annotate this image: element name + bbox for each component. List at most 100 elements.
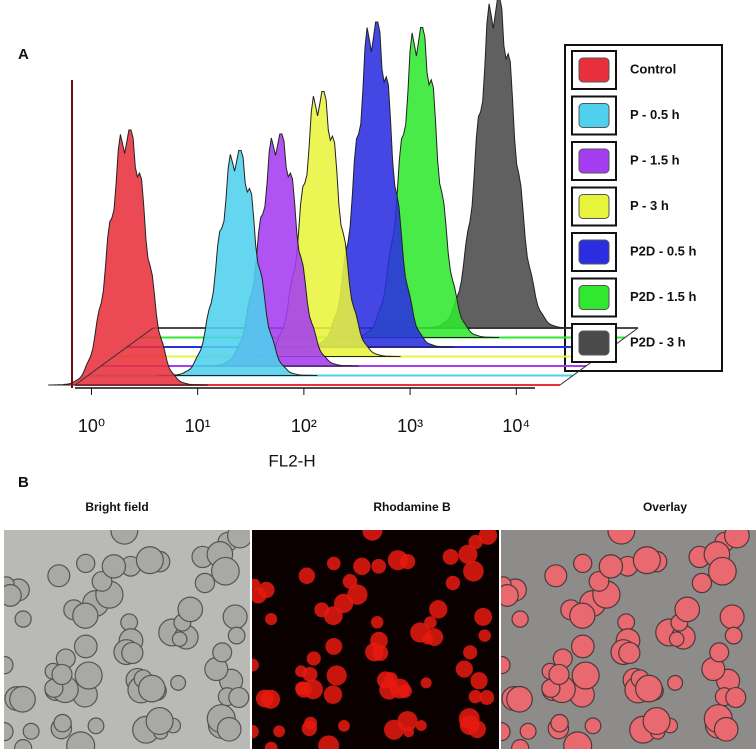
cell: [265, 613, 278, 626]
cell: [501, 722, 511, 742]
cell: [325, 637, 343, 655]
cell: [145, 706, 174, 736]
cell: [53, 713, 72, 733]
cell: [342, 574, 358, 589]
cell: [177, 596, 204, 623]
cell: [22, 722, 40, 740]
cell: [323, 685, 343, 704]
cell: [463, 645, 478, 660]
cell: [302, 666, 318, 682]
cell: [14, 610, 32, 628]
cell: [501, 584, 519, 607]
cell: [347, 584, 368, 605]
cell: [76, 553, 96, 574]
cell: [468, 689, 483, 704]
cell: [222, 604, 248, 630]
legend-swatch: [578, 330, 610, 356]
image-title: Overlay: [643, 500, 687, 514]
cell: [137, 674, 166, 703]
cell: [455, 660, 473, 678]
legend-label: Control: [630, 61, 676, 76]
image-title: Rhodamine B: [373, 500, 451, 514]
cell: [573, 553, 593, 574]
cell: [303, 679, 323, 700]
cell: [478, 530, 498, 545]
micrographs: [4, 530, 756, 749]
cell: [4, 584, 22, 607]
cell: [569, 602, 596, 629]
cell: [470, 672, 488, 690]
cell: [323, 606, 343, 626]
legend-swatch: [578, 148, 610, 174]
legend-label: P - 1.5 h: [630, 152, 680, 167]
cell: [216, 716, 242, 742]
cell: [422, 633, 434, 645]
cell: [632, 546, 661, 575]
cell: [14, 739, 33, 749]
cell: [725, 686, 747, 709]
cell: [264, 741, 278, 749]
cell: [511, 610, 529, 628]
cell: [194, 572, 216, 594]
x-tick-label: 10⁴: [502, 416, 530, 436]
cell: [463, 560, 484, 582]
cell: [252, 658, 259, 672]
cell: [571, 661, 600, 690]
cell: [273, 725, 286, 738]
cell: [617, 613, 636, 632]
legend-swatch: [578, 57, 610, 83]
cell: [667, 674, 684, 691]
cell: [584, 717, 602, 735]
cell: [415, 720, 427, 732]
cell: [506, 685, 533, 713]
x-tick-label: 10³: [397, 416, 423, 436]
legend-label: P - 3 h: [630, 198, 669, 213]
cell: [420, 677, 432, 689]
cell: [588, 570, 610, 592]
histogram: [158, 150, 318, 376]
cell: [618, 641, 641, 665]
legend-swatch: [578, 194, 610, 219]
cell: [548, 663, 570, 686]
legend-label: P2D - 3 h: [630, 334, 686, 349]
cell: [252, 578, 261, 591]
cell: [4, 722, 14, 742]
cell: [87, 717, 105, 735]
cell: [550, 713, 569, 733]
cell: [713, 716, 739, 742]
cell: [397, 710, 418, 732]
cell: [372, 645, 389, 661]
cell: [211, 556, 240, 586]
cells: [501, 530, 750, 749]
cell: [445, 575, 461, 591]
cell: [326, 556, 341, 571]
cell: [298, 567, 316, 584]
cells: [4, 530, 250, 749]
legend-swatch: [578, 285, 610, 310]
cell: [4, 655, 14, 675]
cell: [458, 544, 478, 564]
cell: [668, 631, 685, 647]
cell: [634, 674, 663, 703]
cell: [66, 731, 96, 749]
cell: [474, 607, 493, 626]
cell: [306, 651, 321, 666]
cell: [170, 674, 187, 691]
cell: [708, 556, 737, 586]
cell: [691, 572, 713, 594]
x-tick-label: 10²: [291, 416, 317, 436]
cell: [212, 642, 233, 663]
cell: [121, 641, 144, 665]
cell: [120, 613, 139, 632]
cell: [260, 689, 281, 709]
cell: [371, 558, 387, 574]
cell: [719, 604, 745, 630]
cell: [353, 557, 371, 576]
cell: [74, 661, 103, 690]
cell: [101, 554, 127, 579]
cell: [47, 564, 71, 588]
cell: [326, 665, 347, 686]
cell: [72, 602, 99, 629]
cell: [73, 634, 98, 659]
